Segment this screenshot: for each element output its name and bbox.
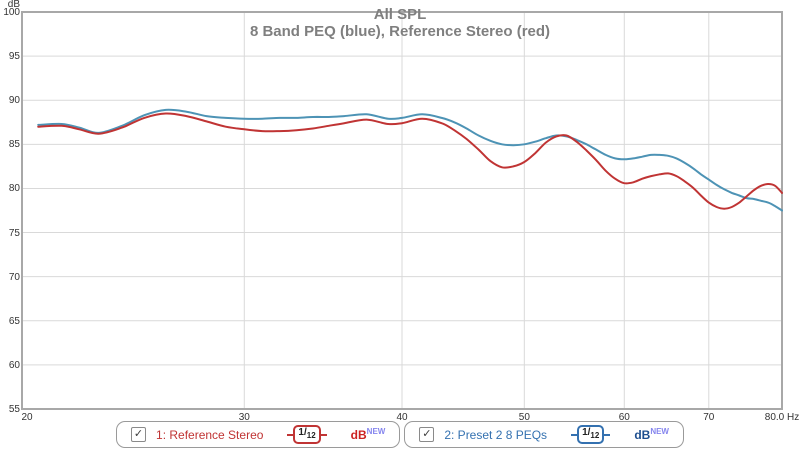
- trace-name-label[interactable]: 2: Preset 2 8 PEQs: [444, 427, 548, 442]
- smoothing-stub-left-icon: [287, 433, 294, 436]
- smoothing-stub-right-icon: [604, 433, 611, 436]
- unit-button[interactable]: dBNEW: [634, 427, 669, 442]
- y-tick-label: 55: [8, 404, 20, 415]
- smoothing-fraction-icon: 1/12: [293, 425, 321, 444]
- y-tick-label: 95: [8, 51, 20, 63]
- trace-visible-checkbox[interactable]: ✓: [419, 427, 435, 442]
- x-tick-label: 40: [396, 412, 408, 423]
- smoothing-button[interactable]: 1/12: [571, 425, 611, 444]
- y-tick-label: 80: [8, 183, 20, 195]
- smoothing-stub-left-icon: [571, 433, 578, 436]
- trace-1-reference-stereo[interactable]: [37, 112, 783, 210]
- y-tick-label: 85: [8, 139, 20, 151]
- trace-name-label[interactable]: 1: Reference Stereo: [156, 427, 264, 442]
- y-tick-label: 60: [8, 359, 20, 371]
- y-tick-label: 65: [8, 315, 20, 327]
- legend-entry: ✓ 1: Reference Stereo 1/12 dBNEW: [116, 421, 401, 448]
- smoothing-fraction-icon: 1/12: [577, 425, 605, 444]
- unit-button[interactable]: dBNEW: [350, 427, 386, 442]
- x-tick-label: 50: [518, 412, 530, 423]
- y-tick-label: 75: [8, 227, 20, 239]
- x-tick-label: 20: [21, 412, 33, 423]
- x-tick-label: 70: [703, 412, 715, 423]
- y-tick-label: 70: [8, 271, 20, 283]
- y-tick-label: 100: [3, 7, 20, 18]
- y-axis-unit-label: dB: [7, 0, 20, 10]
- legend-entry: ✓ 2: Preset 2 8 PEQs 1/12 dBNEW: [404, 421, 684, 448]
- smoothing-stub-right-icon: [320, 433, 327, 436]
- legend-bar: ✓ 1: Reference Stereo 1/12 dBNEW ✓ 2: Pr…: [0, 421, 800, 448]
- x-tick-label: 60: [618, 412, 630, 423]
- x-tick-label: 80.0 Hz: [764, 412, 800, 423]
- trace-2-preset-2-8-peqs[interactable]: [37, 108, 783, 212]
- x-tick-label: 30: [238, 412, 250, 423]
- trace-visible-checkbox[interactable]: ✓: [131, 427, 147, 442]
- smoothing-button[interactable]: 1/12: [287, 425, 327, 444]
- y-tick-label: 90: [8, 95, 20, 107]
